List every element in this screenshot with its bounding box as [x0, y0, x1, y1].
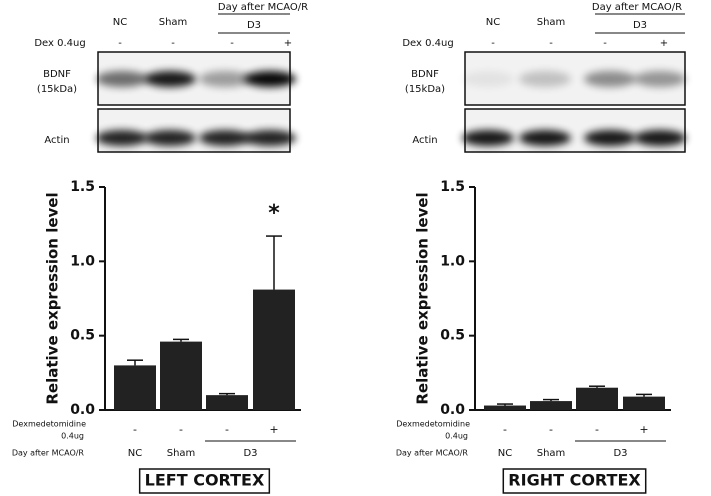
band-label: BDNF	[411, 69, 439, 80]
dex-sign: -	[595, 423, 599, 436]
dex-sign: -	[118, 38, 122, 49]
bar	[576, 387, 618, 410]
lane-label: Sham	[159, 17, 188, 28]
dex-sign: -	[133, 423, 137, 436]
band-label: Actin	[412, 135, 437, 146]
dex-sign: -	[549, 423, 553, 436]
y-tick-label: 1.5	[70, 179, 95, 195]
dex-sign: +	[639, 423, 648, 436]
band-label: BDNF	[43, 69, 71, 80]
blot-band	[519, 71, 571, 87]
group-label: D3	[243, 448, 257, 459]
group-label: Sham	[537, 448, 566, 459]
title-box	[502, 468, 647, 494]
bar	[206, 395, 248, 410]
blot-band	[244, 71, 296, 87]
blot-band	[462, 130, 514, 146]
row-label: 0.4ug	[61, 432, 84, 441]
lane-label: Sham	[537, 17, 566, 28]
blot-band	[584, 71, 636, 87]
bar	[623, 396, 665, 410]
blot-band	[634, 130, 686, 146]
row-label: Dexmedetomidine	[396, 420, 470, 429]
dex-sign: +	[269, 423, 278, 436]
row-label: Day after MCAO/R	[12, 449, 85, 458]
y-tick-label: 0.5	[440, 328, 465, 344]
dex-sign: +	[660, 38, 668, 49]
y-tick-label: 1.0	[70, 253, 95, 269]
dex-sign: -	[503, 423, 507, 436]
y-tick-label: 0.5	[70, 328, 95, 344]
y-axis-label: Relative expression level	[414, 192, 432, 404]
y-axis-label: Relative expression level	[44, 192, 62, 404]
dex-sign: -	[230, 38, 234, 49]
dex-label: Dex 0.4ug	[34, 38, 85, 49]
dex-sign: -	[549, 38, 553, 49]
blot-band	[199, 130, 251, 146]
dex-sign: +	[284, 38, 292, 49]
blot-band	[634, 71, 686, 87]
lane-label: NC	[486, 17, 500, 28]
blot-header: Day after MCAO/R	[592, 2, 682, 13]
dex-sign: -	[603, 38, 607, 49]
blot-header: Day after MCAO/R	[218, 2, 308, 13]
blot-band	[96, 71, 148, 87]
bar	[253, 289, 295, 410]
chart-title: LEFT CORTEX	[145, 471, 265, 490]
blot-band	[199, 71, 251, 87]
y-tick-label: 1.0	[440, 253, 465, 269]
row-label: 0.4ug	[445, 432, 468, 441]
row-label: Dexmedetomidine	[12, 420, 86, 429]
title-box	[138, 468, 271, 494]
group-label: D3	[633, 20, 647, 31]
dex-sign: -	[225, 423, 229, 436]
group-label: D3	[247, 20, 261, 31]
dex-sign: -	[179, 423, 183, 436]
band-label: Actin	[44, 135, 69, 146]
band-label: (15kDa)	[405, 84, 445, 95]
y-tick-label: 1.5	[440, 179, 465, 195]
blot-band	[144, 130, 196, 146]
dex-label: Dex 0.4ug	[402, 38, 453, 49]
lane-label: NC	[113, 17, 127, 28]
y-tick-label: 0.0	[70, 402, 95, 418]
row-label: Day after MCAO/R	[396, 449, 469, 458]
blot-band	[244, 130, 296, 146]
bar	[484, 405, 526, 410]
blot-band	[96, 130, 148, 146]
blot-band	[144, 71, 196, 87]
blot-band	[519, 130, 571, 146]
bar	[160, 341, 202, 410]
bar	[114, 365, 156, 410]
blot-band	[584, 130, 636, 146]
dex-sign: -	[491, 38, 495, 49]
group-label: Sham	[167, 448, 196, 459]
blot-band	[462, 71, 514, 87]
y-tick-label: 0.0	[440, 402, 465, 418]
significance: *	[268, 201, 280, 226]
group-label: NC	[128, 448, 142, 459]
bar	[530, 401, 572, 410]
chart-title: RIGHT CORTEX	[508, 471, 641, 490]
group-label: D3	[613, 448, 627, 459]
dex-sign: -	[171, 38, 175, 49]
group-label: NC	[498, 448, 512, 459]
band-label: (15kDa)	[37, 84, 77, 95]
